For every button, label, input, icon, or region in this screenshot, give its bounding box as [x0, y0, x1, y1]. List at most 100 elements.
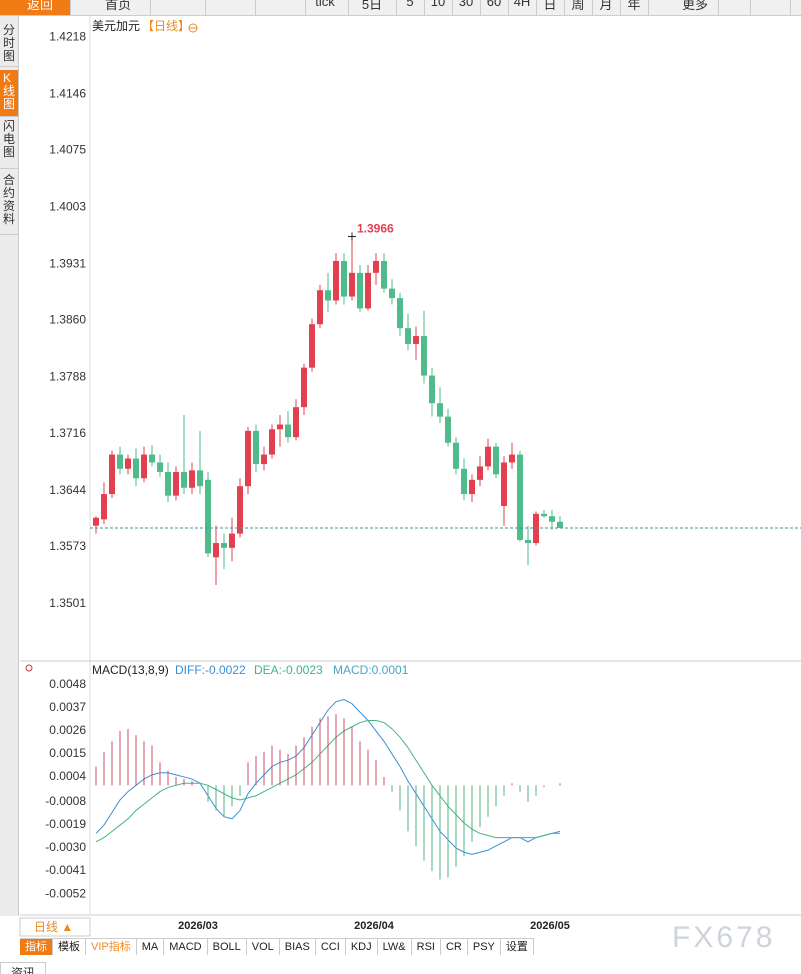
period-button[interactable]: tick [315, 0, 335, 9]
watermark: FX678 [672, 921, 775, 954]
candle-body [205, 479, 211, 554]
y-tick-label: 0.0026 [49, 723, 86, 737]
candle-body [453, 442, 459, 469]
separator [790, 0, 791, 15]
indicator-tab[interactable]: BOLL [208, 939, 247, 955]
candle-body [469, 479, 475, 495]
candle-body [293, 407, 299, 438]
y-tick-label: 1.3860 [49, 312, 86, 326]
candle-body [541, 513, 547, 517]
side-tab-label[interactable]: 合约资料 [3, 173, 16, 226]
y-tick-label: -0.0008 [45, 794, 86, 808]
settings-icon[interactable] [25, 664, 33, 672]
candle-body [397, 298, 403, 329]
candle-body [157, 462, 163, 472]
indicator-tab[interactable]: KDJ [346, 939, 378, 955]
indicator-tab[interactable]: CCI [316, 939, 346, 955]
candle-body [213, 543, 219, 558]
side-bar: 分时图 K线图闪电图合约资料 [0, 16, 19, 916]
candle-body [429, 375, 435, 404]
period-button[interactable]: 日 [543, 0, 557, 12]
side-tab-label[interactable]: K线图 [3, 71, 16, 111]
separator [452, 0, 453, 15]
period-box[interactable] [19, 917, 91, 937]
separator [508, 0, 509, 15]
period-button[interactable]: 月 [599, 0, 613, 12]
candle-body [333, 260, 339, 301]
indicator-tab[interactable]: VOL [247, 939, 280, 955]
separator [750, 0, 751, 15]
candle-body [117, 454, 123, 469]
side-tab[interactable] [0, 172, 18, 235]
separator [205, 0, 206, 15]
separator [564, 0, 565, 15]
period-button[interactable]: 10 [430, 0, 446, 9]
period-button[interactable]: 60 [486, 0, 502, 9]
separator [480, 0, 481, 15]
candle-body [389, 288, 395, 299]
side-tab-label[interactable]: 分时图 [3, 23, 16, 63]
candle-body [445, 416, 451, 443]
period-label[interactable]: 日线 ▲ [34, 920, 73, 934]
candle-body [165, 471, 171, 496]
home-label[interactable]: 首页 [104, 0, 132, 12]
indicator-tab[interactable]: PSY [468, 939, 501, 955]
y-tick-label: -0.0030 [45, 840, 86, 854]
indicator-tabs: 指标 模板 VIP指标 MA MACD BOLL VOL BIAS CCI KDJ LW& RSI CR… [20, 938, 534, 955]
indicator-tab[interactable]: 设置 [501, 939, 534, 955]
candle-body [101, 494, 107, 520]
period-button[interactable]: 年 [627, 0, 641, 12]
candle-body [405, 328, 411, 344]
period-button[interactable]: 5日 [361, 0, 383, 12]
indicator-tab[interactable]: MACD [164, 939, 208, 955]
peak-label: 1.3966 [357, 222, 394, 236]
indicator-tab[interactable]: 指标 [20, 939, 53, 955]
period-button[interactable]: 5 [406, 0, 414, 9]
side-tab[interactable] [0, 118, 18, 169]
indicator-tab[interactable]: CR [441, 939, 468, 955]
y-tick-label: -0.0052 [45, 886, 86, 900]
legend-entry: DIFF:-0.0022 [175, 663, 246, 677]
candle-body [461, 468, 467, 495]
candle-body [517, 454, 523, 540]
indicator-tab[interactable]: VIP指标 [86, 939, 137, 955]
side-tab[interactable] [0, 70, 18, 117]
candle-body [133, 458, 139, 479]
candle-body [477, 466, 483, 480]
chart-subtitle: 【日线】 [142, 19, 190, 33]
toolbar: 返回 首页 更多 tick 5日 5 10 30 60 4H 日 周 月 年 [0, 0, 801, 16]
candle-body [381, 260, 387, 289]
period-button[interactable]: 30 [458, 0, 474, 9]
back-label[interactable]: 返回 [26, 0, 54, 12]
candle-body [125, 458, 131, 469]
candle-body [149, 454, 155, 463]
candle-body [421, 336, 427, 376]
separator [718, 0, 719, 15]
y-tick-label: 1.3573 [49, 539, 86, 553]
candle-body [109, 454, 115, 495]
separator [396, 0, 397, 15]
period-button[interactable]: 4H [513, 0, 531, 9]
indicator-tab[interactable]: 模板 [53, 939, 86, 955]
side-tab[interactable] [0, 22, 18, 67]
y-tick-label: 1.4003 [49, 199, 86, 213]
footer-tab[interactable]: 资讯 [0, 962, 46, 974]
indicator-tab[interactable]: LW& [378, 939, 412, 955]
indicator-tab[interactable]: MA [137, 939, 165, 955]
period-button[interactable]: 周 [571, 0, 585, 12]
more-label[interactable]: 更多 [681, 0, 709, 12]
x-tick-label: 2026/03 [178, 920, 218, 932]
separator [150, 0, 151, 15]
side-tab-label[interactable]: 闪电图 [3, 119, 16, 159]
candle-body [501, 462, 507, 506]
candle-body [509, 454, 515, 463]
chart-title: 美元加元 [92, 19, 140, 33]
candle-body [277, 424, 283, 430]
candle-body [285, 424, 291, 438]
candle-body [317, 290, 323, 325]
indicator-tab[interactable]: RSI [412, 939, 441, 955]
indicator-tab[interactable]: BIAS [280, 939, 316, 955]
back-button[interactable] [0, 0, 70, 15]
x-tick-label: 2026/05 [530, 920, 570, 932]
